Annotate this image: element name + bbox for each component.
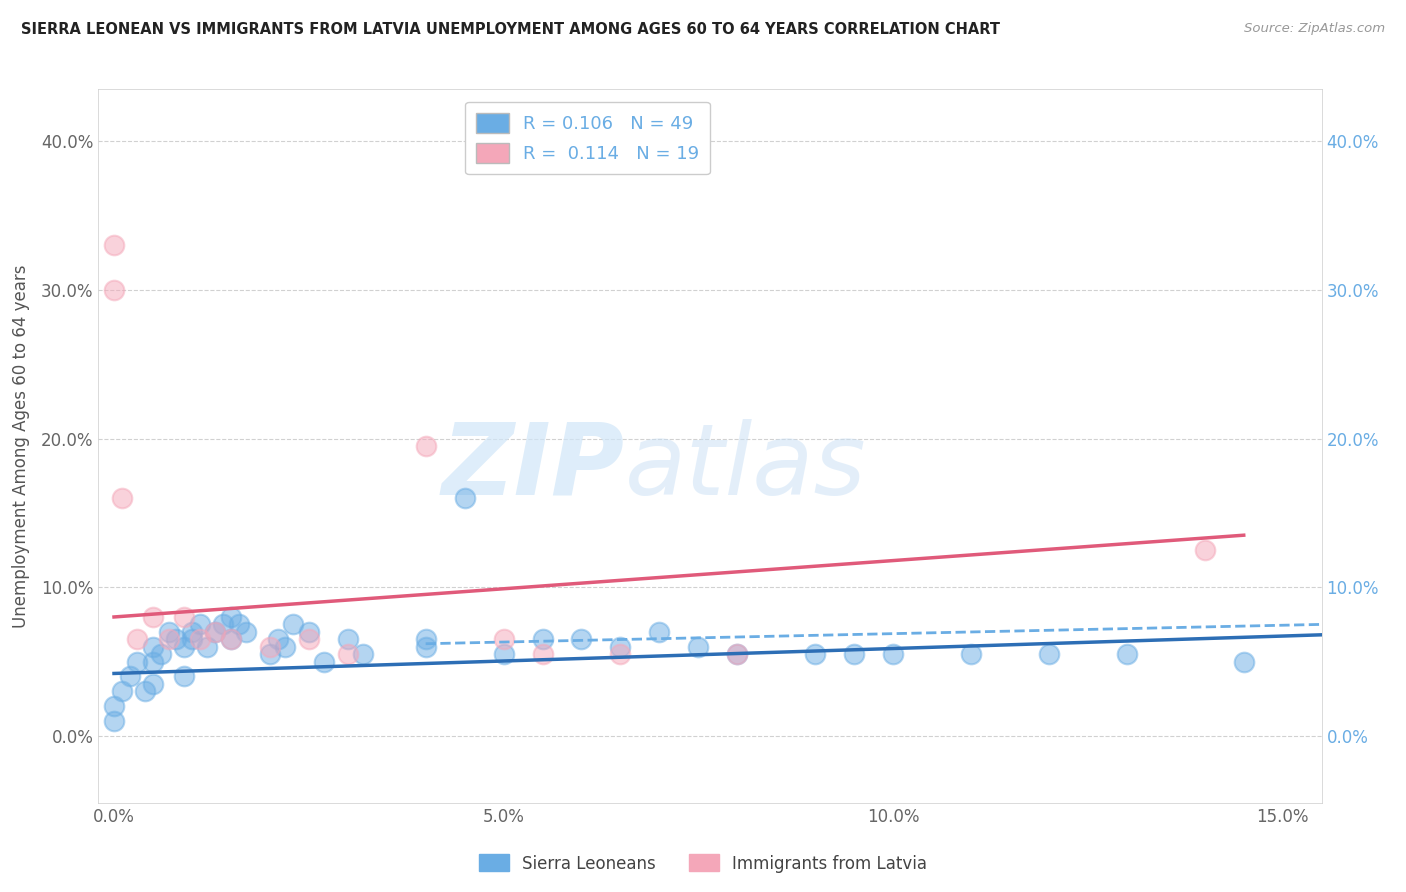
- Point: [219, 610, 242, 624]
- Point: [688, 640, 710, 654]
- Point: [648, 624, 671, 639]
- Text: ZIP: ZIP: [441, 419, 624, 516]
- Point: [228, 617, 250, 632]
- Point: [804, 647, 827, 661]
- Point: [103, 714, 125, 728]
- Point: [142, 640, 165, 654]
- Point: [266, 632, 288, 647]
- Point: [415, 439, 437, 453]
- Point: [609, 647, 631, 661]
- Point: [1233, 655, 1256, 669]
- Text: Source: ZipAtlas.com: Source: ZipAtlas.com: [1244, 22, 1385, 36]
- Point: [609, 640, 631, 654]
- Point: [118, 669, 141, 683]
- Point: [844, 647, 866, 661]
- Point: [725, 647, 748, 661]
- Point: [725, 647, 748, 661]
- Point: [298, 632, 321, 647]
- Point: [219, 632, 242, 647]
- Point: [204, 624, 226, 639]
- Point: [111, 491, 134, 505]
- Point: [259, 647, 281, 661]
- Point: [492, 632, 515, 647]
- Point: [314, 655, 336, 669]
- Point: [180, 632, 202, 647]
- Point: [531, 632, 554, 647]
- Point: [415, 640, 437, 654]
- Point: [157, 624, 180, 639]
- Point: [197, 640, 219, 654]
- Point: [882, 647, 904, 661]
- Text: SIERRA LEONEAN VS IMMIGRANTS FROM LATVIA UNEMPLOYMENT AMONG AGES 60 TO 64 YEARS : SIERRA LEONEAN VS IMMIGRANTS FROM LATVIA…: [21, 22, 1000, 37]
- Legend: Sierra Leoneans, Immigrants from Latvia: Sierra Leoneans, Immigrants from Latvia: [472, 847, 934, 880]
- Point: [1115, 647, 1137, 661]
- Y-axis label: Unemployment Among Ages 60 to 64 years: Unemployment Among Ages 60 to 64 years: [11, 264, 30, 628]
- Point: [173, 640, 195, 654]
- Point: [134, 684, 156, 698]
- Point: [531, 647, 554, 661]
- Point: [960, 647, 983, 661]
- Point: [111, 684, 134, 698]
- Point: [173, 669, 195, 683]
- Point: [219, 632, 242, 647]
- Point: [188, 632, 211, 647]
- Point: [142, 610, 165, 624]
- Point: [127, 655, 149, 669]
- Point: [142, 677, 165, 691]
- Point: [165, 632, 187, 647]
- Point: [352, 647, 374, 661]
- Point: [142, 655, 165, 669]
- Point: [188, 617, 211, 632]
- Point: [173, 610, 195, 624]
- Point: [283, 617, 305, 632]
- Point: [274, 640, 297, 654]
- Point: [157, 632, 180, 647]
- Point: [204, 624, 226, 639]
- Point: [492, 647, 515, 661]
- Point: [180, 624, 202, 639]
- Point: [103, 283, 125, 297]
- Point: [103, 238, 125, 252]
- Point: [298, 624, 321, 639]
- Point: [103, 699, 125, 714]
- Point: [127, 632, 149, 647]
- Point: [149, 647, 172, 661]
- Point: [259, 640, 281, 654]
- Point: [212, 617, 235, 632]
- Point: [453, 491, 475, 505]
- Point: [415, 632, 437, 647]
- Text: atlas: atlas: [624, 419, 866, 516]
- Legend: R = 0.106   N = 49, R =  0.114   N = 19: R = 0.106 N = 49, R = 0.114 N = 19: [465, 102, 710, 174]
- Point: [1038, 647, 1060, 661]
- Point: [336, 632, 359, 647]
- Point: [1194, 543, 1216, 558]
- Point: [336, 647, 359, 661]
- Point: [235, 624, 257, 639]
- Point: [571, 632, 593, 647]
